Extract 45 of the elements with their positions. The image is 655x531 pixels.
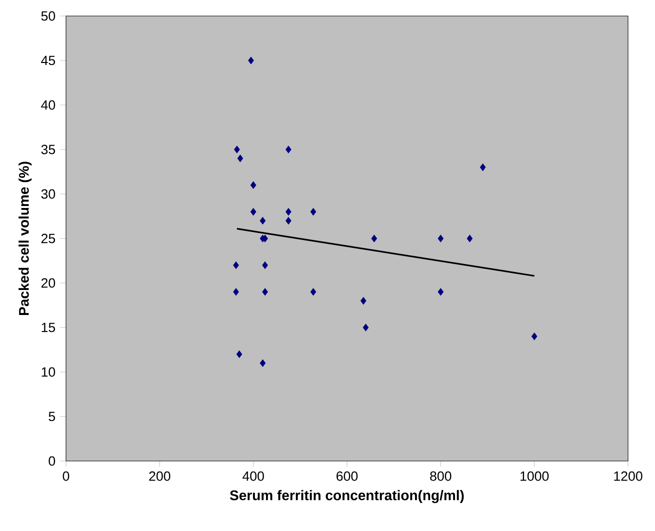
point [360, 297, 366, 305]
y-tick-label: 30 [41, 189, 56, 199]
y-tick-label: 0 [48, 456, 56, 466]
x-tick-label: 800 [430, 471, 452, 481]
point [310, 208, 316, 216]
point [248, 56, 254, 64]
point [250, 181, 256, 189]
point [233, 261, 239, 269]
y-tick-label: 15 [42, 322, 56, 332]
point [250, 208, 256, 216]
x-axis-title: Serum ferritin concentration(ng/ml) [230, 490, 464, 504]
y-tick-label: 35 [41, 144, 56, 154]
x-tick-label: 400 [242, 471, 264, 481]
y-tick-label: 10 [42, 367, 56, 377]
y-tick-label: 45 [41, 56, 56, 66]
point [260, 216, 266, 224]
y-tick-label: 25 [41, 234, 56, 244]
point [237, 154, 244, 162]
point [310, 288, 316, 296]
point [234, 146, 240, 154]
x-tick-label: 0 [62, 471, 70, 481]
point [286, 216, 292, 224]
y-tick-label: 5 [48, 412, 56, 422]
point [362, 324, 369, 332]
point [438, 288, 444, 296]
point [531, 332, 538, 340]
point [236, 350, 242, 358]
x-tick-label: 200 [149, 471, 170, 481]
point [260, 359, 266, 367]
y-tick-label: 20 [41, 278, 56, 288]
y-axis-title: Packed cell volume (%) [18, 162, 32, 315]
point [438, 234, 444, 242]
point [262, 288, 268, 296]
point [262, 261, 268, 269]
point [480, 164, 486, 172]
x-tick-label: 1000 [520, 471, 549, 481]
point [286, 146, 292, 154]
point [286, 208, 292, 216]
x-tick-label: 600 [336, 471, 358, 481]
y-tick-label: 50 [41, 11, 56, 21]
point [233, 288, 239, 296]
x-tick-label: 1200 [614, 471, 642, 481]
y-tick-label: 40 [41, 100, 56, 110]
point [371, 234, 378, 242]
point [466, 234, 473, 242]
